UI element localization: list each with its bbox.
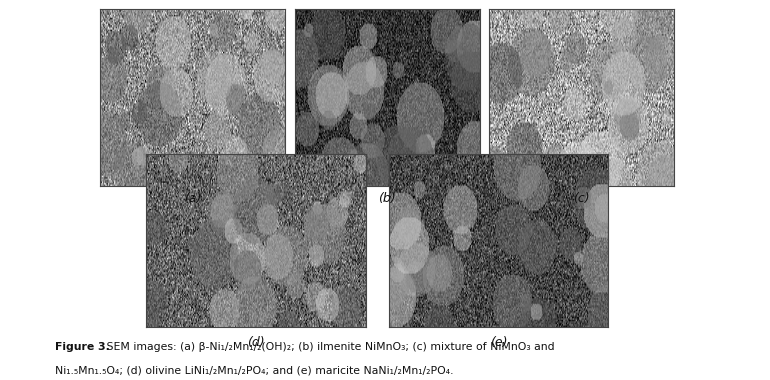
Text: (a): (a) (184, 192, 201, 205)
Text: Ni₁.₅Mn₁.₅O₄; (d) olivine LiNi₁/₂Mn₁/₂PO₄; and (e) maricite NaNi₁/₂Mn₁/₂PO₄.: Ni₁.₅Mn₁.₅O₄; (d) olivine LiNi₁/₂Mn₁/₂PO… (55, 366, 454, 375)
Text: SEM images: (a) β-Ni₁/₂Mn₁/₂(OH)₂; (b) ilmenite NiMnO₃; (c) mixture of NiMnO₃ an: SEM images: (a) β-Ni₁/₂Mn₁/₂(OH)₂; (b) i… (103, 342, 555, 352)
Text: (e): (e) (490, 336, 507, 349)
Text: (d): (d) (247, 336, 265, 349)
Text: Figure 3.: Figure 3. (55, 342, 110, 352)
Text: (c): (c) (573, 192, 590, 205)
Text: (b): (b) (379, 192, 396, 205)
